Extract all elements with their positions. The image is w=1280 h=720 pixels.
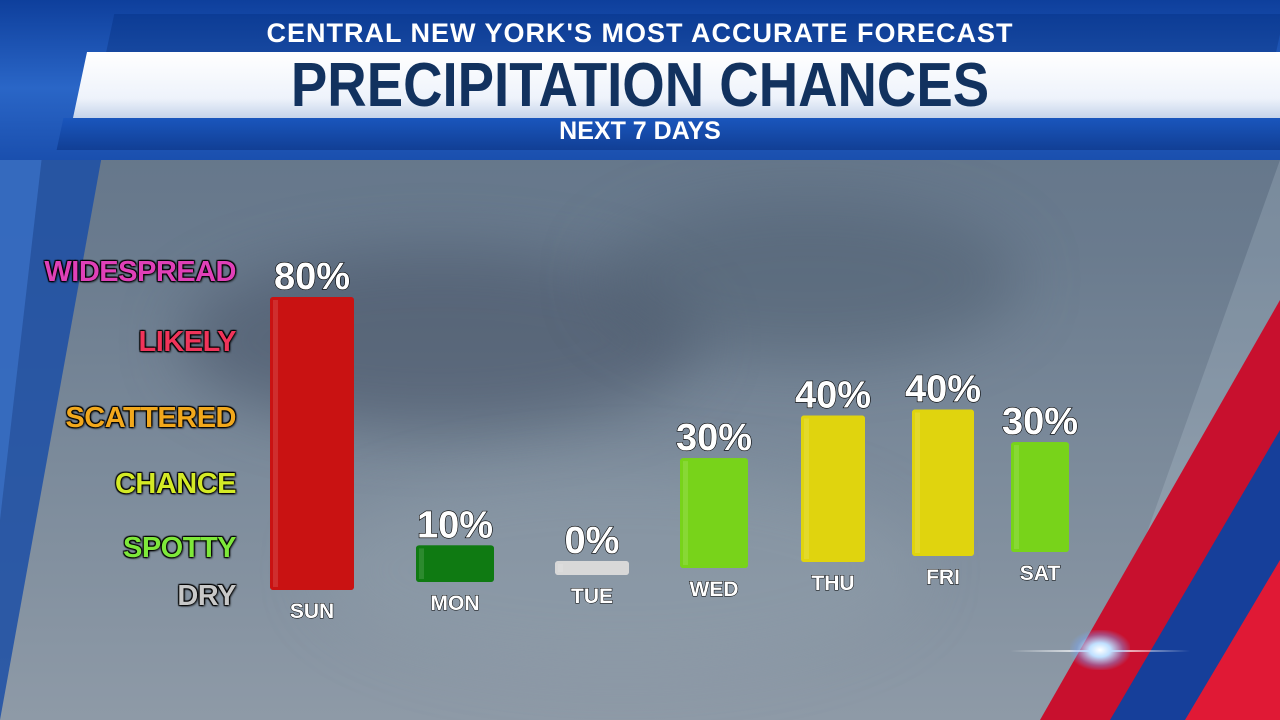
lens-flare — [1070, 630, 1130, 670]
value-label-wed: 30% — [676, 417, 752, 459]
day-label-thu: THU — [811, 572, 854, 595]
value-label-sat: 30% — [1002, 401, 1078, 443]
value-label-sun: 80% — [274, 256, 350, 298]
red-slash-accent-inner — [1185, 560, 1280, 720]
bar-shading-mon — [416, 545, 494, 582]
day-label-fri: FRI — [926, 566, 960, 589]
day-label-sun: SUN — [290, 600, 334, 623]
station-tagline: CENTRAL NEW YORK'S MOST ACCURATE FORECAS… — [266, 18, 1014, 48]
bar-highlight-mon — [419, 548, 424, 579]
day-label-sat: SAT — [1020, 562, 1061, 585]
scale-label-chance: CHANCE — [114, 468, 237, 500]
bar-highlight-sun — [273, 300, 278, 587]
scale-label-spotty: SPOTTY — [122, 532, 237, 564]
day-label-tue: TUE — [571, 585, 613, 608]
scale-label-widespread: WIDESPREAD — [44, 256, 236, 288]
bar-highlight-fri — [915, 412, 920, 553]
page-title: PRECIPITATION CHANCES — [290, 51, 990, 120]
value-label-fri: 40% — [905, 369, 981, 411]
bar-shading-sat — [1011, 442, 1069, 552]
bar-highlight-thu — [804, 418, 809, 559]
bar-highlight-sat — [1014, 445, 1019, 549]
bar-shading-fri — [912, 409, 974, 556]
day-label-mon: MON — [431, 592, 480, 615]
value-label-tue: 0% — [565, 520, 620, 562]
bar-shading-wed — [680, 458, 748, 568]
scale-label-likely: LIKELY — [138, 326, 237, 358]
bar-highlight-tue — [558, 564, 563, 572]
scale-label-scattered: SCATTERED — [65, 402, 236, 434]
bar-highlight-wed — [683, 461, 688, 565]
scale-label-dry: DRY — [177, 580, 236, 612]
value-label-mon: 10% — [417, 504, 493, 546]
forecast-period: NEXT 7 DAYS — [559, 117, 721, 145]
bar-shading-sun — [270, 297, 354, 590]
bar-shading-tue — [555, 561, 629, 575]
value-label-thu: 40% — [795, 375, 871, 417]
bar-shading-thu — [801, 415, 865, 562]
day-label-wed: WED — [690, 578, 739, 601]
